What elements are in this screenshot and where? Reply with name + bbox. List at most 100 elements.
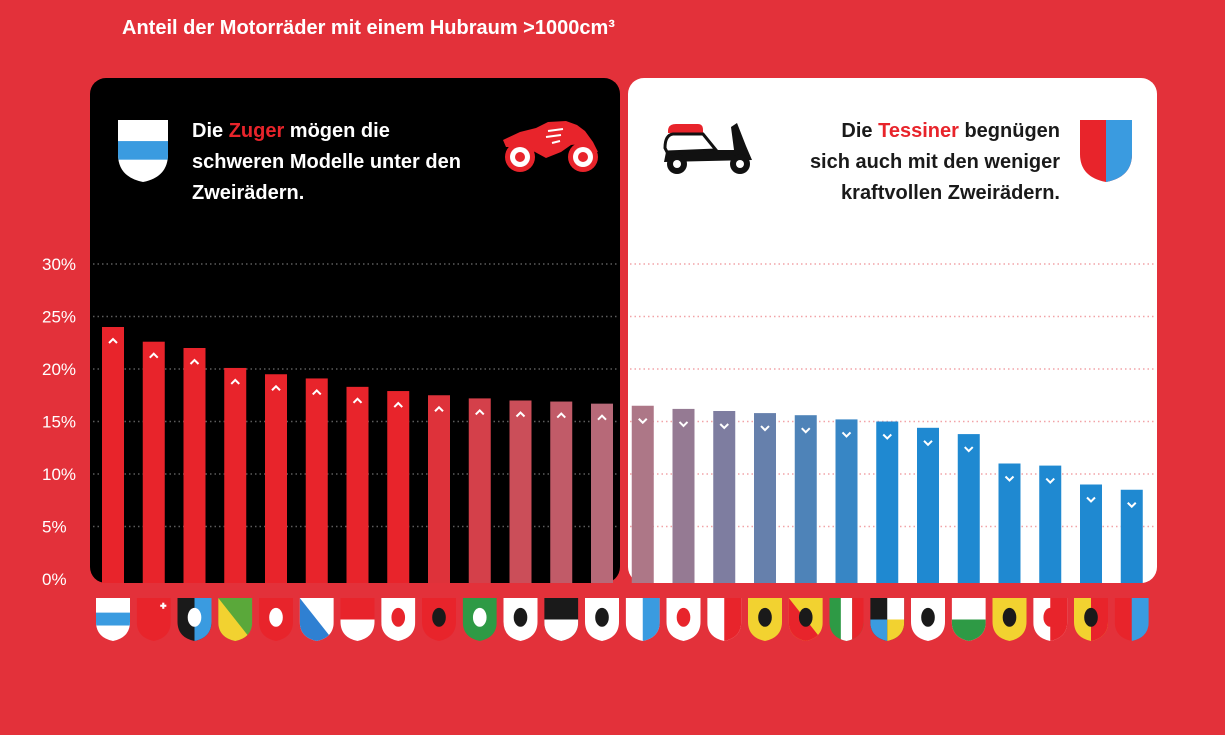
crest-solid-icon	[666, 598, 701, 641]
bar	[102, 327, 124, 583]
crest-tricolor-vertical-icon	[829, 598, 864, 641]
chevron-up-icon	[108, 337, 118, 344]
chevron-down-icon	[841, 431, 852, 438]
bar	[631, 405, 654, 583]
crest-vertical-split-icon	[625, 598, 660, 641]
y-tick-label: 10%	[42, 465, 76, 484]
chevron-up-icon	[475, 408, 485, 416]
chevron-down-icon	[719, 423, 729, 430]
bar	[387, 391, 410, 583]
chevron-up-icon	[556, 412, 566, 419]
crest-diagonal-split-icon	[788, 598, 823, 641]
bars	[102, 327, 1143, 583]
left-panel-caption: Die Zuger mögen die schweren Modelle unt…	[192, 116, 461, 209]
chevron-up-icon	[230, 378, 240, 385]
bar	[998, 463, 1021, 583]
right-caption-suffix: begnügen	[958, 120, 1060, 142]
bar	[346, 386, 369, 583]
chevron-down-icon	[638, 418, 648, 425]
crest-solid-icon	[585, 598, 619, 641]
bar	[142, 341, 165, 583]
left-caption-line-1: Die Zuger mögen die	[192, 116, 461, 147]
crest-diagonal-split-icon	[218, 598, 253, 641]
crest-solid-icon	[259, 598, 293, 641]
bar	[835, 419, 858, 583]
chevron-down-icon	[964, 446, 974, 453]
right-caption-prefix: Die	[841, 120, 879, 142]
y-tick-label: 5%	[42, 518, 67, 537]
bar	[1039, 465, 1062, 583]
left-caption-line-3: Zweirädern.	[192, 182, 305, 204]
chevron-down-icon	[1127, 502, 1137, 509]
chevron-down-icon	[1004, 475, 1015, 482]
y-tick-label: 30%	[42, 255, 76, 274]
crest-solid-icon	[422, 598, 456, 641]
bar	[550, 401, 573, 583]
chevron-up-icon	[515, 411, 526, 418]
bar	[305, 378, 328, 583]
crest-quartered-icon	[870, 598, 905, 641]
chevron-up-icon	[393, 401, 403, 408]
bar	[794, 415, 817, 583]
bar	[754, 413, 776, 583]
crest-vertical-split-icon	[1080, 120, 1132, 182]
crest-solid-icon	[136, 598, 171, 641]
crest-vertical-split-icon	[1033, 598, 1068, 641]
bar	[183, 348, 206, 583]
bar	[876, 421, 899, 583]
crest-row	[96, 598, 1149, 641]
bar	[224, 367, 247, 583]
left-caption-prefix: Die	[192, 120, 229, 142]
bar	[672, 408, 695, 583]
y-tick-label: 15%	[42, 413, 76, 432]
chevron-up-icon	[149, 352, 159, 359]
bar	[509, 400, 532, 583]
chevron-up-icon	[597, 414, 607, 421]
bar	[1080, 484, 1102, 583]
crest-solid-icon	[503, 598, 538, 641]
right-caption-line-3: kraftvollen Zweirädern.	[841, 182, 1060, 204]
crest-fess-icon	[96, 598, 130, 641]
crest-vertical-split-icon	[1114, 598, 1149, 641]
crest-solid-icon	[992, 598, 1027, 641]
left-caption-suffix: mögen die	[284, 120, 390, 142]
crest-vertical-split-icon	[1074, 598, 1108, 641]
y-tick-label: 20%	[42, 360, 76, 379]
chevron-up-icon	[312, 389, 322, 396]
crest-vertical-split-icon	[177, 598, 212, 641]
crest-diagonal-split-icon	[299, 598, 334, 641]
left-caption-highlight: Zuger	[228, 120, 285, 142]
right-caption-line-2: sich auch mit den weniger	[809, 151, 1060, 173]
chevron-up-icon	[189, 358, 200, 365]
bar	[265, 374, 287, 583]
chart-title: Anteil der Motorräder mit einem Hubraum …	[122, 17, 615, 39]
chevron-down-icon	[678, 421, 689, 428]
left-caption-line-2: schweren Modelle unter den	[192, 151, 461, 173]
chevron-up-icon	[434, 405, 444, 412]
bar	[1120, 489, 1143, 583]
chevron-down-icon	[882, 433, 892, 440]
crest-fess-icon	[118, 120, 168, 182]
sport-motorcycle-icon	[503, 121, 598, 172]
chevron-down-icon	[1045, 477, 1055, 485]
bar	[917, 427, 939, 583]
crest-solid-icon	[748, 598, 782, 641]
chevron-down-icon	[801, 427, 811, 434]
crest-solid-icon	[462, 598, 497, 641]
crest-horizontal-split-icon	[951, 598, 986, 641]
chevron-up-icon	[271, 384, 281, 391]
bar	[957, 434, 980, 583]
bar	[713, 411, 736, 583]
bar	[428, 395, 450, 583]
crest-solid-icon	[911, 598, 945, 641]
right-panel-caption: Die Tessiner begnügen sich auch mit den …	[810, 116, 1060, 209]
y-tick-label: 0%	[42, 570, 67, 589]
y-tick-label: 25%	[42, 308, 76, 327]
scooter-icon	[663, 123, 752, 174]
bar	[468, 398, 491, 583]
y-axis-ticks: 0% 5% 10% 15% 20% 25% 30%	[42, 255, 76, 589]
right-caption-line-1: Die Tessiner begnügen	[810, 116, 1060, 147]
crest-solid-icon	[381, 598, 416, 641]
crest-vertical-split-icon	[707, 598, 742, 641]
